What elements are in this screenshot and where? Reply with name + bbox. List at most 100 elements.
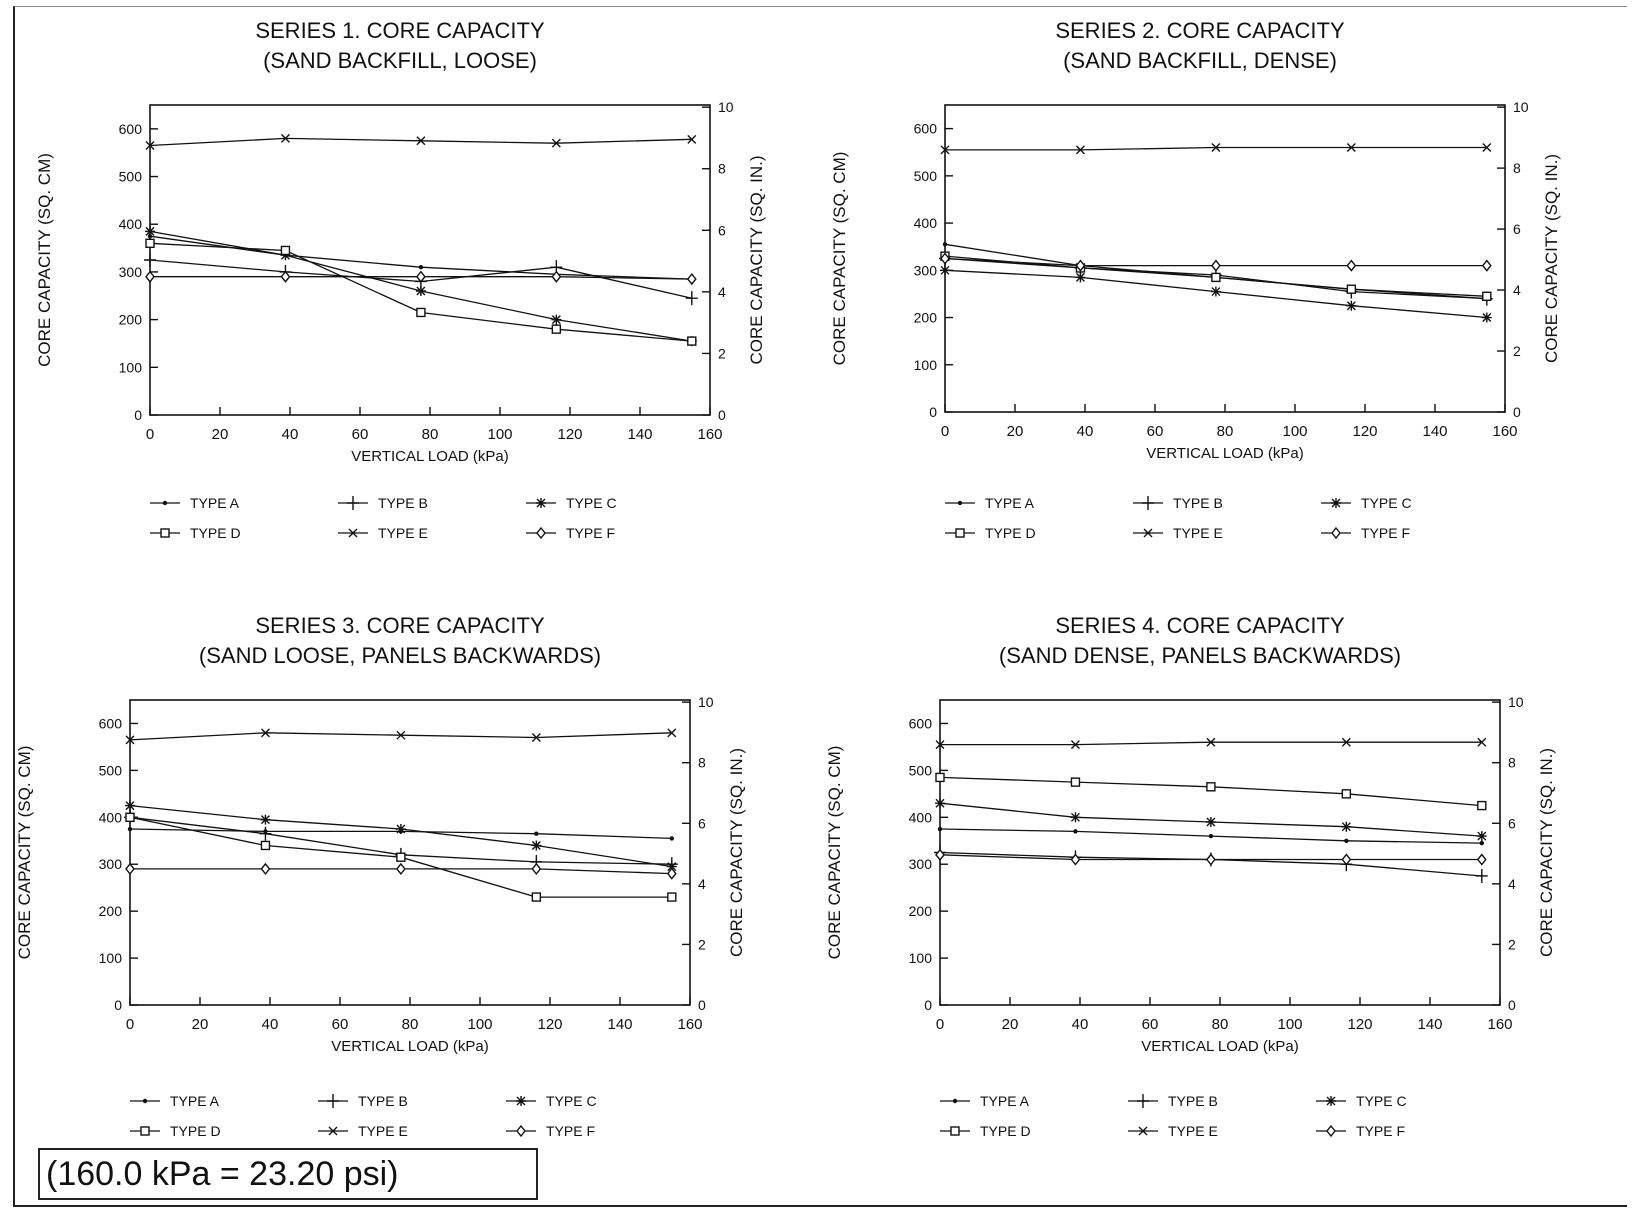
y-axis-label: CORE CAPACITY (SQ. CM) — [35, 153, 54, 367]
x-tick-label: 160 — [677, 1016, 702, 1033]
series-type-e — [935, 737, 1487, 750]
chart-panel-series-3: SERIES 3. CORE CAPACITY (SAND LOOSE, PAN… — [0, 595, 800, 1185]
chart-title: SERIES 4. CORE CAPACITY — [1055, 613, 1345, 638]
legend-label: TYPE F — [566, 525, 615, 541]
data-point — [551, 138, 561, 148]
data-point — [551, 314, 562, 325]
data-point — [534, 831, 539, 836]
legend-marker — [955, 528, 965, 538]
data-point — [935, 798, 945, 809]
legend-label: TYPE B — [1168, 1093, 1218, 1109]
data-point — [666, 867, 677, 880]
legend-marker — [1143, 528, 1153, 538]
y-tick-label: 100 — [914, 357, 938, 373]
y2-tick-label: 4 — [698, 876, 706, 892]
x-tick-label: 0 — [941, 423, 949, 440]
y2-tick-label: 4 — [718, 284, 726, 300]
data-point — [935, 848, 945, 861]
legend-entry: TYPE F — [1321, 525, 1410, 541]
y2-tick-label: 8 — [1513, 160, 1521, 176]
data-point — [667, 728, 677, 738]
data-point — [1073, 829, 1078, 834]
series-type-c — [935, 798, 1487, 842]
legend-marker — [1331, 526, 1341, 540]
series-type-b — [124, 810, 678, 872]
data-point — [145, 141, 155, 151]
data-point — [396, 862, 406, 876]
data-point — [531, 733, 541, 743]
legend-label: TYPE B — [378, 495, 428, 511]
data-point — [1344, 838, 1349, 843]
x-tick-label: 160 — [1487, 1016, 1512, 1033]
x-axis-label: VERTICAL LOAD (kPa) — [351, 448, 509, 465]
legend-entry: TYPE D — [150, 525, 241, 541]
legend-marker — [1326, 1096, 1336, 1106]
x-tick-label: 20 — [212, 426, 229, 443]
legend-marker — [516, 1096, 526, 1106]
data-point — [940, 145, 950, 155]
chart-svg: 0 20 40 60 80 100 120 140 1600100200300400500600… — [35, 99, 766, 541]
y2-tick-label: 10 — [698, 694, 714, 710]
legend-marker — [1142, 496, 1154, 510]
legend-label: TYPE F — [1356, 1123, 1405, 1139]
y-tick-label: 500 — [99, 762, 123, 778]
series-type-c — [145, 226, 697, 347]
y2-axis-label: CORE CAPACITY (SQ. IN.) — [727, 748, 746, 957]
y2-tick-label: 6 — [1513, 221, 1521, 237]
series-type-f — [935, 848, 1487, 866]
data-point — [686, 272, 697, 286]
data-point — [395, 824, 406, 835]
data-point — [1346, 143, 1356, 153]
x-tick-label: 160 — [697, 426, 722, 443]
y-axis-label: CORE CAPACITY (SQ. CM) — [825, 746, 844, 960]
data-point — [1208, 833, 1214, 839]
series-type-f — [940, 252, 1492, 272]
legend-marker — [160, 528, 170, 538]
data-point — [415, 286, 426, 296]
y-tick-label: 200 — [914, 310, 938, 326]
x-tick-label: 100 — [1282, 423, 1307, 440]
legend-entry: TYPE E — [318, 1123, 408, 1139]
x-tick-label: 20 — [192, 1016, 209, 1033]
data-point — [669, 836, 674, 841]
legend-label: TYPE C — [1361, 495, 1412, 511]
series-type-d — [145, 238, 697, 346]
legend-marker — [1137, 1094, 1149, 1108]
legend-marker — [950, 1126, 960, 1136]
data-point — [1205, 817, 1216, 827]
data-point — [125, 735, 135, 745]
data-point — [127, 826, 133, 832]
x-tick-label: 140 — [1417, 1016, 1442, 1033]
x-tick-label: 40 — [262, 1016, 279, 1033]
series-type-d — [125, 812, 677, 902]
data-point — [1477, 737, 1487, 747]
x-tick-label: 0 — [936, 1016, 944, 1033]
y2-tick-label: 0 — [718, 407, 726, 423]
x-tick-label: 20 — [1007, 423, 1024, 440]
data-point — [1206, 737, 1216, 747]
y-axis-label: CORE CAPACITY (SQ. CM) — [15, 746, 34, 960]
data-point — [551, 270, 562, 283]
legend-entry: TYPE C — [526, 495, 617, 511]
data-point — [531, 840, 542, 851]
series-type-f — [145, 270, 697, 286]
chart-panel-series-4: SERIES 4. CORE CAPACITY (SAND DENSE, PAN… — [800, 595, 1600, 1185]
figure-frame — [13, 6, 1627, 1207]
data-point — [144, 253, 156, 267]
data-point — [942, 242, 948, 247]
y2-tick-label: 0 — [1508, 997, 1516, 1013]
legend-entry: TYPE C — [1316, 1093, 1407, 1109]
legend-entry: TYPE A — [940, 1093, 1030, 1109]
chart-subtitle: (SAND BACKFILL, DENSE) — [1063, 48, 1337, 73]
legend-entry: TYPE B — [1133, 495, 1223, 511]
legend-label: TYPE A — [190, 495, 240, 511]
x-tick-label: 40 — [1072, 1016, 1089, 1033]
data-point — [416, 136, 426, 146]
x-tick-label: 40 — [282, 426, 299, 443]
y2-tick-label: 2 — [718, 345, 726, 361]
data-point — [1075, 259, 1086, 272]
y2-tick-label: 4 — [1508, 876, 1516, 892]
legend-label: TYPE A — [985, 495, 1035, 511]
data-point — [125, 812, 135, 823]
legend-entry: TYPE C — [506, 1093, 597, 1109]
